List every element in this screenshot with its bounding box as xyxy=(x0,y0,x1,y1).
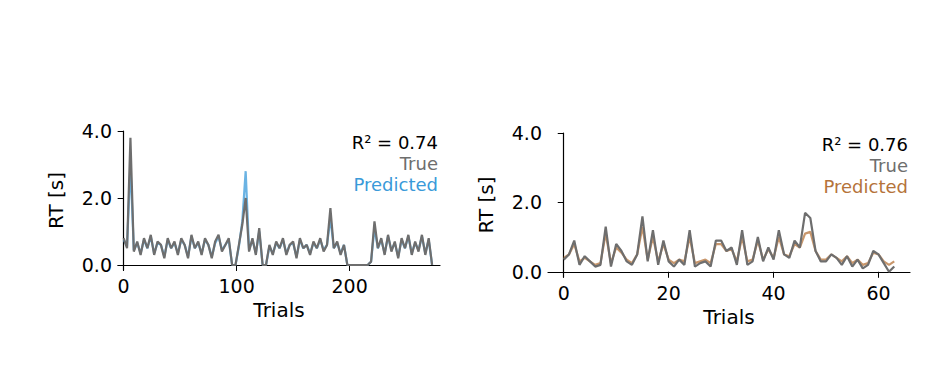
svg-text:100: 100 xyxy=(218,275,254,297)
svg-text:4.0: 4.0 xyxy=(82,120,112,142)
svg-text:0: 0 xyxy=(118,275,130,297)
svg-text:True: True xyxy=(399,153,438,174)
svg-text:40: 40 xyxy=(762,282,786,304)
svg-text:RT [s]: RT [s] xyxy=(474,176,498,233)
svg-text:20: 20 xyxy=(657,282,681,304)
svg-text:RT [s]: RT [s] xyxy=(44,172,68,229)
svg-text:R² = 0.74: R² = 0.74 xyxy=(352,132,438,153)
svg-text:0.0: 0.0 xyxy=(82,254,112,276)
svg-text:Trials: Trials xyxy=(702,305,754,329)
svg-text:0: 0 xyxy=(558,282,570,304)
svg-text:60: 60 xyxy=(866,282,890,304)
svg-text:200: 200 xyxy=(331,275,367,297)
svg-text:Predicted: Predicted xyxy=(824,176,909,197)
svg-text:4.0: 4.0 xyxy=(512,122,542,144)
svg-text:2.0: 2.0 xyxy=(82,187,112,209)
svg-text:Predicted: Predicted xyxy=(354,174,439,195)
svg-text:R² = 0.76: R² = 0.76 xyxy=(822,134,908,155)
svg-text:0.0: 0.0 xyxy=(512,261,542,283)
svg-text:Trials: Trials xyxy=(252,298,304,322)
svg-text:True: True xyxy=(869,155,908,176)
svg-text:2.0: 2.0 xyxy=(512,191,542,213)
